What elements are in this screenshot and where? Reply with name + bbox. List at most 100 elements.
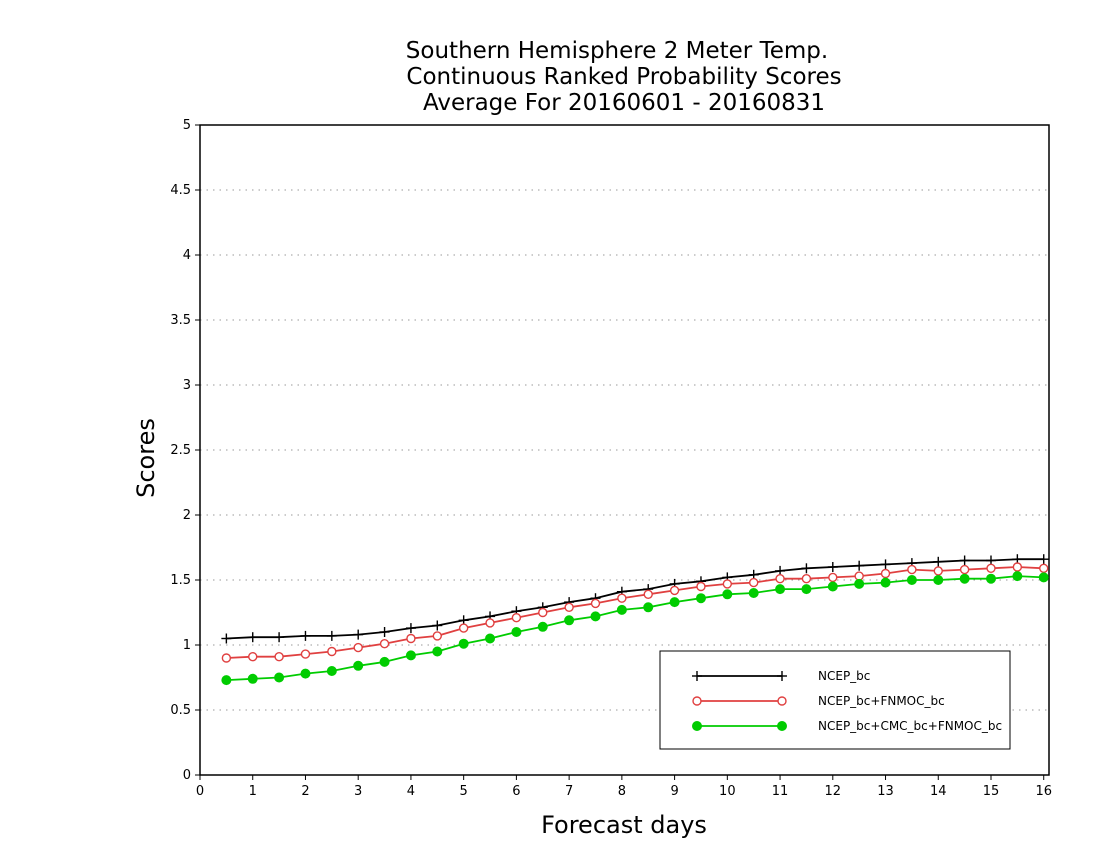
- series-point: [933, 575, 944, 585]
- series-point: [669, 585, 680, 596]
- series-point: [1039, 563, 1049, 573]
- series-point: [1038, 554, 1049, 565]
- legend-marker: [777, 671, 787, 681]
- series-point: [801, 584, 812, 595]
- chart-subtitle: Continuous Ranked Probability Scores: [406, 64, 841, 90]
- legend-marker: [692, 721, 702, 731]
- series-point: [221, 653, 232, 663]
- chart-subtitle-dates: Average For 20160601 - 20160831: [423, 90, 825, 116]
- series-point: [880, 577, 891, 588]
- series-point: [959, 564, 970, 575]
- series-point: [669, 597, 680, 608]
- series-point: [326, 666, 337, 676]
- legend-marker: [692, 696, 702, 706]
- series-point: [722, 579, 733, 589]
- series-point: [827, 562, 838, 572]
- series-point: [854, 560, 865, 571]
- series-point: [590, 611, 601, 622]
- x-tick-label: 3: [354, 784, 362, 799]
- y-tick-label: 1: [183, 638, 191, 653]
- series-point: [616, 604, 627, 615]
- series-point: [617, 593, 627, 603]
- series-1: [221, 562, 1049, 663]
- series-point: [432, 620, 443, 631]
- chart-title: Southern Hemisphere 2 Meter Temp.: [406, 38, 828, 64]
- y-tick-label: 4.5: [170, 183, 191, 198]
- series-point: [854, 571, 864, 581]
- series-point: [485, 633, 496, 644]
- x-tick-label: 0: [196, 784, 204, 799]
- legend-item: NCEP_bc+FNMOC_bc: [692, 694, 945, 708]
- series-point: [564, 602, 574, 612]
- x-tick-label: 6: [512, 784, 520, 799]
- series-point: [828, 572, 838, 583]
- series-point: [274, 652, 284, 662]
- legend-label: NCEP_bc+FNMOC_bc: [818, 694, 945, 708]
- series-point: [827, 581, 838, 592]
- series-point: [432, 631, 442, 641]
- x-tick-label: 9: [670, 784, 678, 799]
- y-tick-label: 4: [183, 248, 191, 263]
- x-tick-label: 10: [719, 784, 736, 799]
- series-point: [748, 588, 759, 598]
- legend-label: NCEP_bc+CMC_bc+FNMOC_bc: [818, 719, 1002, 733]
- series-point: [880, 559, 891, 570]
- series-point: [485, 618, 495, 628]
- series-layer: [221, 554, 1049, 686]
- x-tick-label: 16: [1035, 784, 1052, 799]
- x-axis-label: Forecast days: [541, 811, 707, 839]
- series-point: [775, 574, 785, 584]
- series-point: [379, 627, 390, 637]
- legend-item: NCEP_bc+CMC_bc+FNMOC_bc: [692, 719, 1002, 733]
- series-point: [300, 649, 311, 659]
- y-tick-label: 1.5: [170, 573, 191, 588]
- y-tick-label: 2.5: [170, 443, 191, 458]
- x-tick-label: 11: [772, 784, 789, 799]
- series-point: [538, 607, 548, 618]
- legend-item: NCEP_bc: [692, 669, 870, 683]
- legend-marker: [777, 721, 787, 731]
- x-tick-label: 8: [618, 784, 626, 799]
- legend-items: NCEP_bc NCEP_bc+FNMOC_bc NCEP_bc+CMC_bc+FN…: [692, 669, 1002, 733]
- legend-marker: [777, 696, 787, 706]
- series-point: [405, 623, 416, 634]
- y-tick-label: 0.5: [170, 703, 191, 718]
- series-point: [564, 615, 575, 626]
- series-point: [985, 573, 996, 584]
- series-point: [801, 574, 812, 584]
- series-point: [986, 563, 996, 573]
- series-point: [643, 602, 654, 613]
- series-point: [221, 675, 232, 686]
- x-tick-label: 15: [983, 784, 1000, 799]
- series-point: [801, 563, 812, 574]
- series-point: [353, 660, 364, 671]
- x-tick-label: 1: [249, 784, 257, 799]
- series-point: [458, 623, 469, 633]
- series-point: [300, 630, 311, 641]
- series-point: [379, 639, 390, 649]
- series-point: [775, 584, 786, 595]
- series-point: [379, 656, 390, 667]
- series-point: [327, 646, 337, 657]
- series-point: [590, 598, 601, 609]
- x-tick-label: 14: [930, 784, 947, 799]
- y-tick-label: 5: [183, 118, 191, 133]
- series-point: [959, 573, 970, 584]
- legend-box: [659, 650, 1011, 750]
- legend-label: NCEP_bc: [818, 669, 870, 683]
- series-point: [880, 568, 891, 579]
- tick-layer: 00.511.522.533.544.550 1 2 3 4 5 6 7 8 9 10 11 12 13 1…: [170, 118, 1052, 799]
- series-point: [511, 627, 522, 637]
- grid-layer: [200, 189, 1049, 711]
- x-tick-label: 5: [460, 784, 468, 799]
- series-point: [959, 555, 970, 566]
- x-tick-label: 12: [825, 784, 842, 799]
- series-point: [907, 564, 917, 575]
- series-point: [933, 556, 944, 567]
- x-tick-label: 13: [877, 784, 894, 799]
- series-point: [722, 589, 733, 600]
- x-tick-label: 7: [565, 784, 573, 799]
- y-tick-label: 3: [183, 378, 191, 393]
- y-tick-label: 3.5: [170, 313, 191, 328]
